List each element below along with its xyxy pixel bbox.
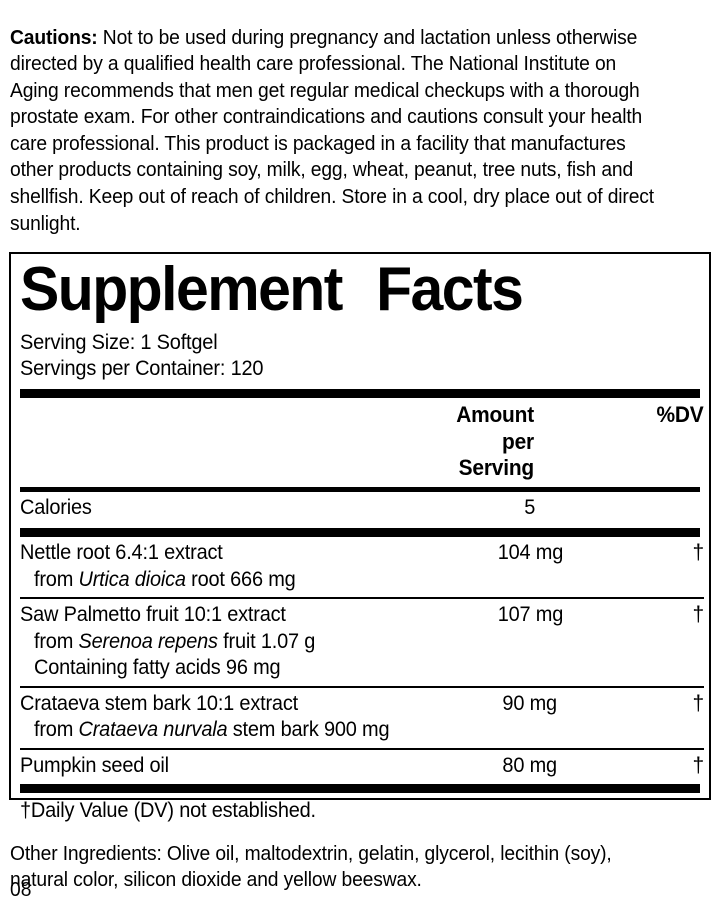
cautions-paragraph: Cautions: Not to be used during pregnanc…	[10, 25, 668, 238]
table-row: Pumpkin seed oil 80 mg †	[20, 750, 704, 784]
serving-size: Serving Size: 1 Softgel	[20, 331, 218, 354]
rule-medium-under-header	[20, 486, 700, 492]
ingredient-amount: 80 mg	[440, 750, 620, 784]
ingredient-table: Nettle root 6.4:1 extract from Urtica dio…	[20, 537, 704, 783]
table-row: Crataeva stem bark 10:1 extract from Crat…	[20, 688, 704, 748]
ingredient-amount: 104 mg	[440, 537, 620, 597]
title-word-supplement: Supplement	[20, 255, 343, 324]
header-amount-per-serving: Amount per Serving	[440, 398, 620, 487]
row-separator	[20, 597, 704, 599]
rule-thick-above-footnote	[20, 784, 700, 793]
row-separator	[20, 685, 704, 688]
table-row-calories: Calories 5	[20, 492, 704, 526]
ingredient-subline-text: from Urtica dioica root 666 mg	[34, 567, 296, 591]
ingredient-name-text: Crataeva stem bark 10:1 extract	[20, 691, 298, 715]
ingredient-dv: †	[620, 537, 705, 597]
ingredient-dv: †	[620, 688, 705, 748]
dagger-symbol: †	[692, 603, 705, 626]
ingredient-amount: 90 mg	[440, 688, 620, 748]
ingredient-dv: †	[620, 750, 705, 784]
dagger-symbol: †	[692, 753, 705, 777]
ingredient-amount-text: 90 mg	[502, 691, 558, 715]
ingredient-amount-text: 104 mg	[497, 541, 563, 564]
header-dv-text: %DV	[656, 402, 704, 427]
ingredient-amount-text: 80 mg	[502, 753, 558, 777]
nutrition-table: Amount per Serving %DV	[20, 398, 704, 487]
ingredient-subline-text: from Serenoa repens fruit 1.07 g	[34, 629, 316, 653]
supplement-facts-title: Supplement Facts	[20, 256, 666, 324]
row-separator	[20, 747, 704, 750]
servings-per-container: Servings per Container: 120	[20, 357, 264, 380]
calories-name: Calories	[20, 492, 440, 526]
serving-info: Serving Size: 1 Softgel Servings per Con…	[20, 330, 700, 382]
ingredient-name: Pumpkin seed oil	[20, 750, 440, 784]
calories-table: Calories 5	[20, 492, 704, 526]
ingredient-name: Saw Palmetto fruit 10:1 extract from Sere…	[20, 599, 440, 686]
rule-thick-under-calories	[20, 528, 700, 537]
header-percent-dv: %DV	[620, 398, 704, 487]
dagger-symbol: †	[692, 541, 705, 564]
ingredient-subline-text: from Crataeva nurvala stem bark 900 mg	[34, 718, 390, 741]
ingredient-name-text: Pumpkin seed oil	[20, 753, 169, 777]
supplement-facts-panel: Supplement Facts Serving Size: 1 Softgel …	[9, 252, 711, 822]
ingredient-amount: 107 mg	[440, 599, 620, 686]
ingredient-name: Nettle root 6.4:1 extract from Urtica dio…	[20, 537, 440, 597]
revision-code: 08	[10, 878, 32, 901]
ingredient-name-text: Nettle root 6.4:1 extract	[20, 541, 223, 564]
rule-thick-top	[20, 389, 700, 398]
calories-label: Calories	[20, 495, 92, 519]
botanical-name: Serenoa repens	[78, 629, 218, 653]
rule-thin	[20, 597, 704, 599]
table-header-row: Amount per Serving %DV	[20, 398, 704, 487]
table-row: Nettle root 6.4:1 extract from Urtica dio…	[20, 537, 704, 597]
daily-value-footnote: †Daily Value (DV) not established.	[20, 799, 316, 822]
botanical-name: Crataeva nurvala	[78, 718, 228, 741]
ingredient-name: Crataeva stem bark 10:1 extract from Crat…	[20, 688, 440, 748]
header-blank	[20, 398, 440, 487]
ingredient-subline: Containing fatty acids 96 mg	[20, 655, 440, 682]
calories-amount: 5	[440, 492, 620, 526]
table-row: Saw Palmetto fruit 10:1 extract from Sere…	[20, 599, 704, 686]
botanical-name: Urtica dioica	[78, 567, 186, 591]
dagger-symbol: †	[692, 691, 705, 715]
ingredient-dv: †	[620, 599, 705, 686]
ingredient-subline: from Serenoa repens fruit 1.07 g	[20, 629, 440, 656]
calories-amount-text: 5	[524, 495, 536, 519]
ingredient-subline: from Urtica dioica root 666 mg	[20, 567, 440, 594]
cautions-text: Not to be used during pregnancy and lact…	[10, 25, 654, 235]
cautions-label: Cautions:	[10, 25, 98, 49]
ingredient-amount-text: 107 mg	[497, 603, 563, 626]
ingredient-subline: from Crataeva nurvala stem bark 900 mg	[20, 717, 440, 744]
title-word-facts: Facts	[376, 255, 524, 324]
calories-dv	[620, 492, 704, 526]
rule-thin	[20, 685, 704, 688]
rule-thin	[20, 747, 704, 750]
other-ingredients-text: Other Ingredients: Olive oil, maltodextr…	[10, 841, 612, 892]
header-amount-text: Amount per Serving	[456, 402, 534, 480]
ingredient-subline-text: Containing fatty acids 96 mg	[34, 656, 281, 679]
ingredient-name-text: Saw Palmetto fruit 10:1 extract	[20, 603, 286, 626]
